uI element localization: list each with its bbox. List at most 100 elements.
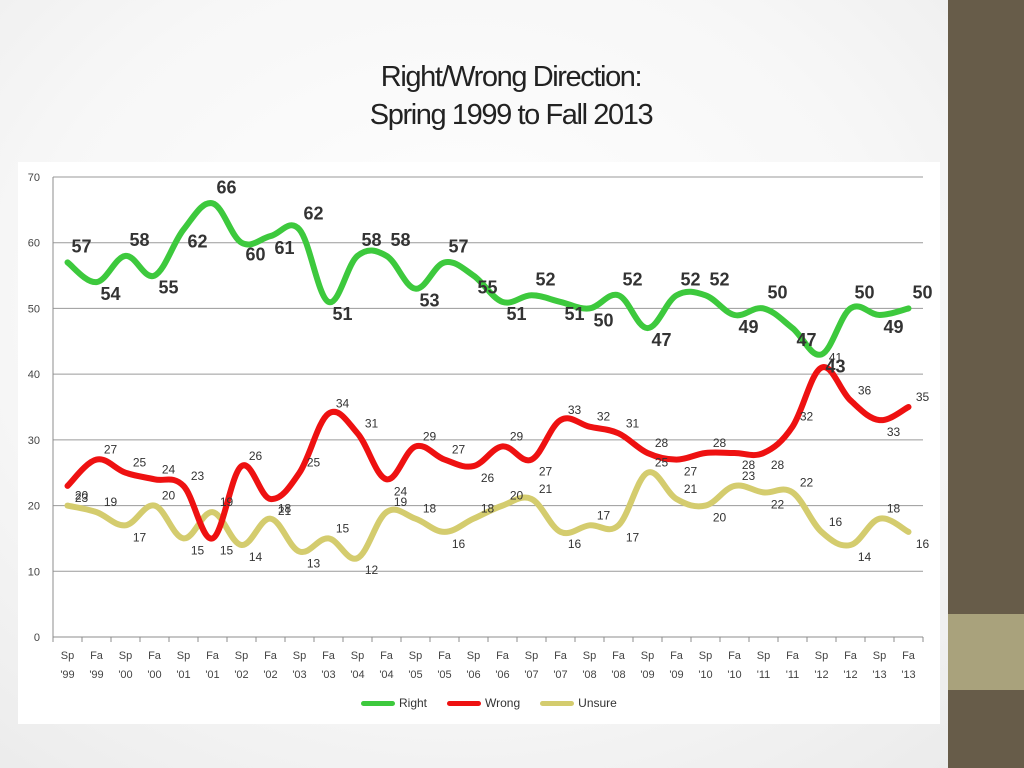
x-tick-label: '13 (872, 669, 886, 681)
x-tick-label: Fa (902, 650, 916, 662)
x-tick-label: '06 (495, 669, 509, 681)
data-label-wrong: 24 (394, 484, 408, 498)
data-label-right: 51 (332, 304, 352, 324)
y-tick-label: 60 (28, 238, 40, 250)
x-tick-label: Fa (206, 650, 220, 662)
data-label-wrong: 31 (365, 416, 379, 430)
x-tick-label: Fa (728, 650, 742, 662)
data-label-wrong: 27 (539, 465, 553, 479)
line-chart: 0 10 20 30 40 50 60 70 Sp '99 Fa '99 Sp '00 Fa '00 Sp '01… (28, 172, 933, 681)
data-label-unsure: 18 (423, 502, 437, 516)
y-tick-label: 40 (28, 369, 40, 381)
x-tick-label: '07 (553, 669, 567, 681)
data-label-wrong: 27 (452, 443, 466, 457)
x-tick-label: Sp (351, 650, 364, 662)
legend-label: Wrong (485, 696, 521, 710)
chart-panel: 0 10 20 30 40 50 60 70 Sp '99 Fa '99 Sp '00 Fa '00 Sp '01… (18, 162, 940, 724)
legend-label: Unsure (578, 696, 617, 710)
data-label-unsure: 23 (742, 469, 756, 483)
x-tick-label: '02 (263, 669, 277, 681)
data-label-wrong: 27 (684, 465, 698, 479)
title-line-1: Right/Wrong Direction: (380, 61, 643, 93)
data-label-unsure: 17 (133, 530, 147, 544)
data-label-right: 51 (564, 304, 584, 324)
legend-item-right: Right (361, 696, 427, 710)
data-label-wrong: 26 (481, 471, 495, 485)
x-tick-label: '00 (118, 669, 132, 681)
data-label-unsure: 15 (336, 521, 350, 535)
x-tick-label: '12 (843, 669, 857, 681)
y-tick-label: 10 (28, 566, 40, 578)
data-label-wrong: 41 (829, 351, 843, 365)
x-tick-label: Fa (90, 650, 104, 662)
data-label-wrong: 24 (162, 462, 176, 476)
x-tick-label: Sp (119, 650, 132, 662)
data-label-right: 57 (448, 236, 468, 256)
x-tick-label: '01 (205, 669, 219, 681)
data-label-right: 43 (825, 356, 845, 376)
data-label-right: 52 (535, 269, 555, 289)
data-label-unsure: 15 (191, 543, 205, 557)
x-tick-label: Fa (264, 650, 278, 662)
data-label-wrong: 32 (800, 410, 814, 424)
data-label-right: 51 (506, 304, 526, 324)
legend-swatch (361, 700, 395, 706)
data-label-unsure: 19 (220, 495, 234, 509)
data-label-unsure: 22 (771, 497, 785, 511)
x-tick-label: '11 (757, 669, 771, 681)
x-tick-label: Fa (496, 650, 510, 662)
series-line-unsure (64, 469, 912, 562)
data-label-wrong: 23 (191, 469, 205, 483)
data-label-right: 50 (767, 282, 787, 302)
data-label-wrong: 29 (510, 429, 524, 443)
data-label-right: 60 (245, 245, 265, 265)
x-tick-label: Sp (409, 650, 422, 662)
data-label-unsure: 20 (75, 489, 89, 503)
data-label-wrong: 29 (423, 429, 437, 443)
data-label-right: 52 (680, 269, 700, 289)
x-tick-label: Fa (438, 650, 452, 662)
data-label-unsure: 16 (829, 515, 843, 529)
data-label-right: 62 (187, 232, 207, 252)
data-label-right: 61 (274, 238, 294, 258)
data-label-wrong: 33 (887, 425, 901, 439)
x-tick-label: Sp (467, 650, 480, 662)
x-tick-label: Fa (612, 650, 626, 662)
x-tick-label: Fa (148, 650, 162, 662)
y-tick-label: 0 (34, 632, 40, 644)
data-label-wrong: 28 (771, 458, 785, 472)
x-tick-label: '99 (89, 669, 103, 681)
data-label-right: 57 (71, 236, 91, 256)
data-label-wrong: 28 (742, 458, 756, 472)
x-tick-label: '04 (379, 669, 393, 681)
legend-label: Right (399, 696, 428, 710)
x-tick-label: '09 (640, 669, 654, 681)
data-label-unsure: 14 (858, 550, 872, 564)
series-line-right (64, 200, 912, 358)
data-label-wrong: 25 (307, 456, 321, 470)
data-label-unsure: 12 (365, 563, 379, 577)
data-label-unsure: 14 (249, 550, 263, 564)
x-tick-label: '01 (176, 669, 190, 681)
x-tick-label: Fa (554, 650, 568, 662)
data-label-unsure: 22 (800, 475, 814, 489)
x-tick-label: '08 (582, 669, 596, 681)
legend-swatch (447, 700, 482, 706)
data-label-unsure: 18 (278, 502, 292, 516)
x-tick-label: Sp (525, 650, 538, 662)
data-label-right: 50 (912, 282, 932, 302)
x-tick-label: '05 (408, 669, 422, 681)
x-tick-label: '07 (524, 669, 538, 681)
data-label-right: 54 (100, 284, 120, 304)
data-label-right: 66 (216, 177, 236, 197)
data-label-right: 49 (883, 317, 903, 337)
x-tick-label: '05 (437, 669, 451, 681)
title-line-2: Spring 1999 to Fall 2013 (369, 99, 654, 131)
x-tick-label: Sp (177, 650, 190, 662)
x-tick-label: Fa (322, 650, 336, 662)
x-tick-label: Fa (844, 650, 858, 662)
x-tick-label: Sp (873, 650, 886, 662)
slide-title: Right/Wrong Direction: Spring 1999 to Fa… (140, 58, 882, 134)
decorative-side-accent (948, 614, 1024, 690)
data-label-wrong: 23 (75, 491, 89, 505)
